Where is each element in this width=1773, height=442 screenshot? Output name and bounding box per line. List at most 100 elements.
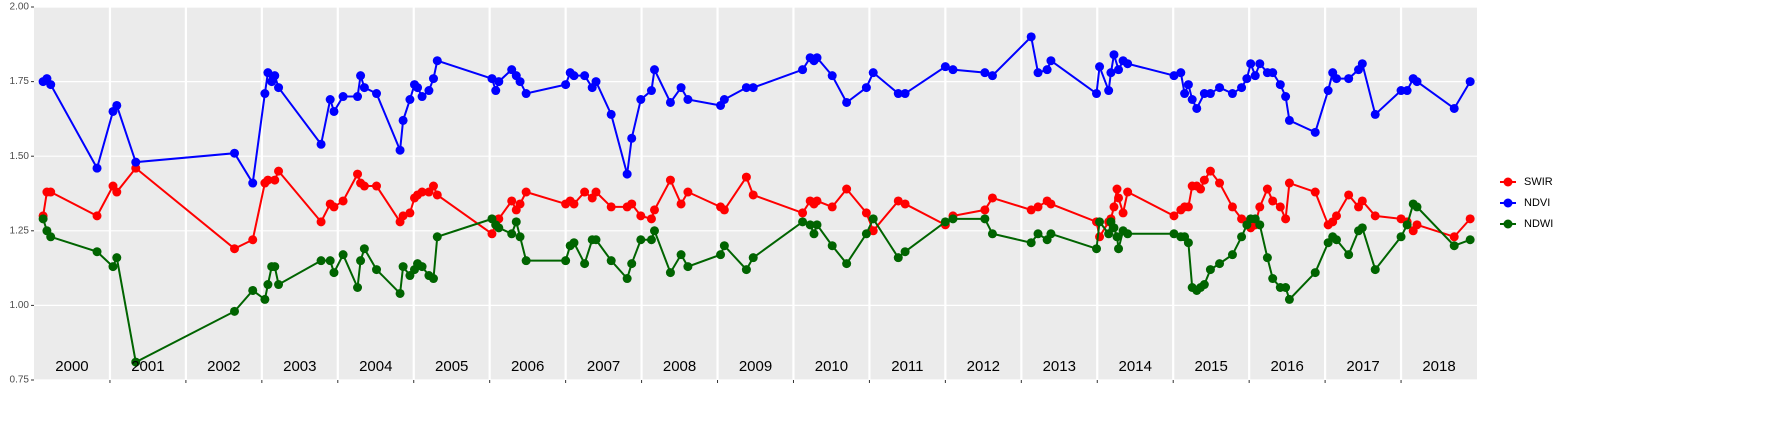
- data-point: [1095, 232, 1105, 242]
- data-point: [748, 190, 758, 200]
- data-point: [805, 220, 815, 230]
- data-point: [92, 163, 102, 173]
- data-point: [260, 89, 270, 99]
- data-point: [398, 211, 408, 221]
- year-label: 2007: [587, 358, 620, 375]
- data-point: [494, 223, 504, 233]
- data-point: [356, 71, 366, 81]
- year-label: 2011: [891, 358, 923, 375]
- data-point: [372, 181, 382, 191]
- data-point: [1192, 103, 1202, 113]
- data-point: [893, 253, 903, 263]
- data-point: [1268, 68, 1278, 78]
- data-point: [868, 68, 878, 78]
- data-point: [1227, 202, 1237, 212]
- data-point: [622, 169, 632, 179]
- legend: SWIR NDVI NDWI: [1500, 176, 1553, 230]
- data-point: [798, 208, 808, 218]
- data-point: [316, 139, 326, 149]
- data-point: [1465, 77, 1475, 87]
- data-point: [1237, 232, 1247, 242]
- data-point: [1262, 184, 1272, 194]
- data-point: [741, 172, 751, 182]
- data-point: [683, 95, 693, 105]
- data-point: [606, 109, 616, 119]
- data-point: [1042, 65, 1052, 75]
- data-point: [1109, 223, 1119, 233]
- data-point: [1281, 92, 1291, 102]
- data-point: [676, 250, 686, 260]
- data-point: [260, 294, 270, 304]
- data-point: [487, 229, 497, 239]
- data-point: [1106, 68, 1116, 78]
- data-point: [1118, 208, 1128, 218]
- data-point: [1026, 205, 1036, 215]
- year-label: 2006: [511, 358, 544, 375]
- data-point: [1284, 115, 1294, 125]
- data-point: [413, 83, 423, 93]
- data-point: [274, 83, 284, 93]
- data-point: [1114, 65, 1124, 75]
- data-point: [131, 157, 141, 167]
- data-point: [1357, 196, 1367, 206]
- data-point: [1196, 184, 1206, 194]
- data-point: [428, 274, 438, 284]
- data-point: [646, 86, 656, 96]
- data-point: [507, 196, 517, 206]
- data-point: [1357, 223, 1367, 233]
- data-point: [1255, 59, 1265, 69]
- year-label: 2004: [359, 358, 392, 375]
- year-label: 2010: [815, 358, 848, 375]
- data-point: [683, 187, 693, 197]
- data-point: [980, 214, 990, 224]
- data-point: [1215, 178, 1225, 188]
- data-point: [636, 211, 646, 221]
- data-point: [1183, 238, 1193, 248]
- data-point: [665, 97, 675, 107]
- data-point: [900, 89, 910, 99]
- year-label: 2000: [55, 358, 88, 375]
- data-point: [1026, 32, 1036, 42]
- data-point: [606, 202, 616, 212]
- data-point: [1284, 178, 1294, 188]
- data-point: [1242, 74, 1252, 84]
- year-label: 2015: [1194, 358, 1227, 375]
- data-point: [569, 199, 579, 209]
- data-point: [1465, 235, 1475, 245]
- data-point: [1104, 229, 1114, 239]
- data-point: [561, 80, 571, 90]
- data-point: [432, 56, 442, 66]
- data-point: [428, 181, 438, 191]
- data-point: [1331, 235, 1341, 245]
- data-point: [591, 187, 601, 197]
- data-point: [842, 259, 852, 269]
- data-point: [1344, 74, 1354, 84]
- data-point: [491, 86, 501, 96]
- year-label: 2018: [1422, 358, 1455, 375]
- data-point: [1323, 86, 1333, 96]
- data-point: [987, 71, 997, 81]
- data-point: [338, 196, 348, 206]
- data-point: [1123, 229, 1133, 239]
- data-point: [356, 256, 366, 266]
- year-label: 2017: [1346, 358, 1379, 375]
- data-point: [893, 196, 903, 206]
- data-point: [248, 178, 258, 188]
- legend-key: [1503, 198, 1513, 208]
- data-point: [46, 232, 56, 242]
- data-point: [748, 253, 758, 263]
- data-point: [511, 217, 521, 227]
- data-point: [1199, 175, 1209, 185]
- data-point: [1215, 259, 1225, 269]
- data-point: [316, 217, 326, 227]
- data-point: [46, 80, 56, 90]
- data-point: [270, 71, 280, 81]
- data-point: [1402, 86, 1412, 96]
- data-point: [1215, 83, 1225, 93]
- data-point: [112, 100, 122, 110]
- data-point: [649, 65, 659, 75]
- data-point: [649, 226, 659, 236]
- data-point: [591, 77, 601, 87]
- data-point: [359, 181, 369, 191]
- data-point: [1092, 89, 1102, 99]
